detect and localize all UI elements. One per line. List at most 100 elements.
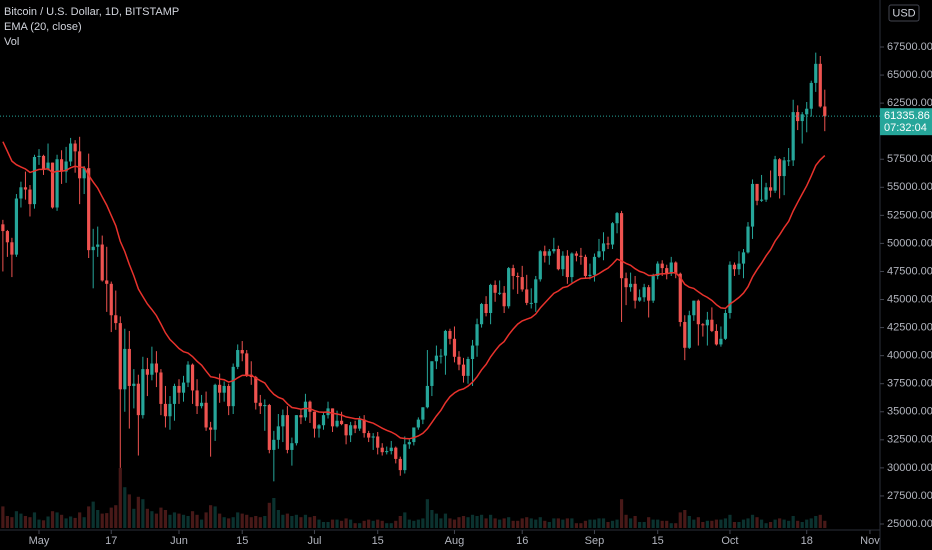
volume-bar [199, 519, 204, 528]
volume-bar [624, 514, 628, 528]
volume-bar [172, 512, 177, 528]
volume-bar [787, 520, 791, 528]
volume-bar [574, 523, 579, 528]
y-tick-label: 62500.00 [887, 97, 932, 109]
candle-body [489, 284, 493, 313]
candle-body [91, 246, 95, 251]
candle-body [272, 439, 276, 450]
volume-bar [696, 517, 700, 528]
candle-body [199, 402, 204, 407]
candle-body [145, 369, 149, 375]
y-tick-label: 25000.00 [887, 518, 932, 530]
volume-bar [91, 501, 95, 528]
candle-body [159, 372, 163, 404]
volume-bar [209, 505, 213, 528]
candle-body [285, 415, 289, 450]
candle-body [624, 278, 628, 288]
x-tick-label: 16 [516, 535, 528, 547]
candle-body [132, 383, 136, 386]
candle-body [5, 231, 9, 243]
currency-label[interactable]: USD [892, 7, 915, 19]
candle-body [123, 348, 127, 390]
volume-bar [389, 523, 393, 528]
x-tick-label: Sep [585, 535, 605, 547]
volume-label: Vol [4, 36, 19, 48]
candle-body [750, 183, 755, 227]
volume-bar [768, 522, 773, 528]
candle-body [78, 151, 82, 179]
candle-body [168, 403, 172, 417]
candle-body [23, 187, 28, 190]
candle-body [100, 244, 104, 281]
currency-box[interactable] [888, 4, 920, 22]
candle-body [218, 384, 222, 393]
candle-body [773, 159, 777, 191]
candle-body [330, 408, 335, 427]
volume-bar [231, 517, 235, 528]
volume-bar [529, 518, 533, 528]
candle-body [109, 283, 113, 316]
candle-body [398, 458, 402, 471]
volume-bar [64, 518, 68, 528]
candle-body [245, 353, 249, 375]
candle-body [407, 442, 411, 445]
candle-body [538, 251, 542, 280]
volume-bar [249, 517, 253, 528]
volume-bar [782, 519, 786, 528]
candle-body [290, 443, 294, 450]
volume-bar [285, 513, 289, 528]
candle-body [746, 226, 750, 253]
volume-bar [263, 516, 267, 528]
volume-bar [227, 518, 231, 528]
candle-body [308, 401, 312, 412]
candle-body [312, 411, 317, 429]
volume-bar [498, 519, 502, 528]
volume-bar [5, 516, 9, 528]
candle-body [55, 159, 59, 208]
x-tick-label: 15 [372, 535, 384, 547]
candle-body [461, 364, 466, 376]
candle-body [236, 350, 240, 367]
volume-bar [46, 516, 50, 528]
candle-body [349, 425, 353, 436]
volume-bar [376, 519, 380, 528]
volume-bar [597, 518, 601, 528]
volume-bar [434, 513, 439, 528]
plot-area [1, 52, 827, 528]
volume-bar [245, 514, 249, 528]
x-tick-label: Jul [307, 535, 321, 547]
volume-bar [610, 520, 615, 528]
volume-bar [87, 506, 91, 528]
volume-bar [628, 518, 633, 528]
candle-body [69, 143, 73, 162]
volume-bar [168, 514, 172, 528]
candle-body [818, 63, 822, 107]
candle-body [195, 390, 199, 407]
candle-body [502, 292, 506, 307]
candle-body [570, 253, 574, 278]
x-tick-label: 18 [801, 535, 813, 547]
candle-body [529, 302, 533, 304]
candle-body [439, 355, 443, 357]
volume-bar [809, 518, 813, 528]
chart-title: Bitcoin / U.S. Dollar, 1D, BITSTAMP [4, 6, 179, 18]
volume-bar [430, 510, 434, 528]
volume-bar [159, 507, 163, 528]
candle-body [240, 350, 244, 354]
volume-bar [385, 523, 389, 528]
candle-body [719, 338, 723, 345]
volume-bar [588, 519, 592, 528]
volume-bar [204, 512, 208, 528]
candle-body [579, 255, 583, 257]
candle-body [231, 366, 235, 407]
candle-body [434, 355, 439, 362]
volume-bar [163, 510, 168, 528]
candle-body [638, 297, 642, 301]
candle-body [534, 279, 538, 303]
volume-bar [561, 519, 565, 528]
candle-body [421, 407, 425, 420]
volume-bar [818, 514, 822, 528]
